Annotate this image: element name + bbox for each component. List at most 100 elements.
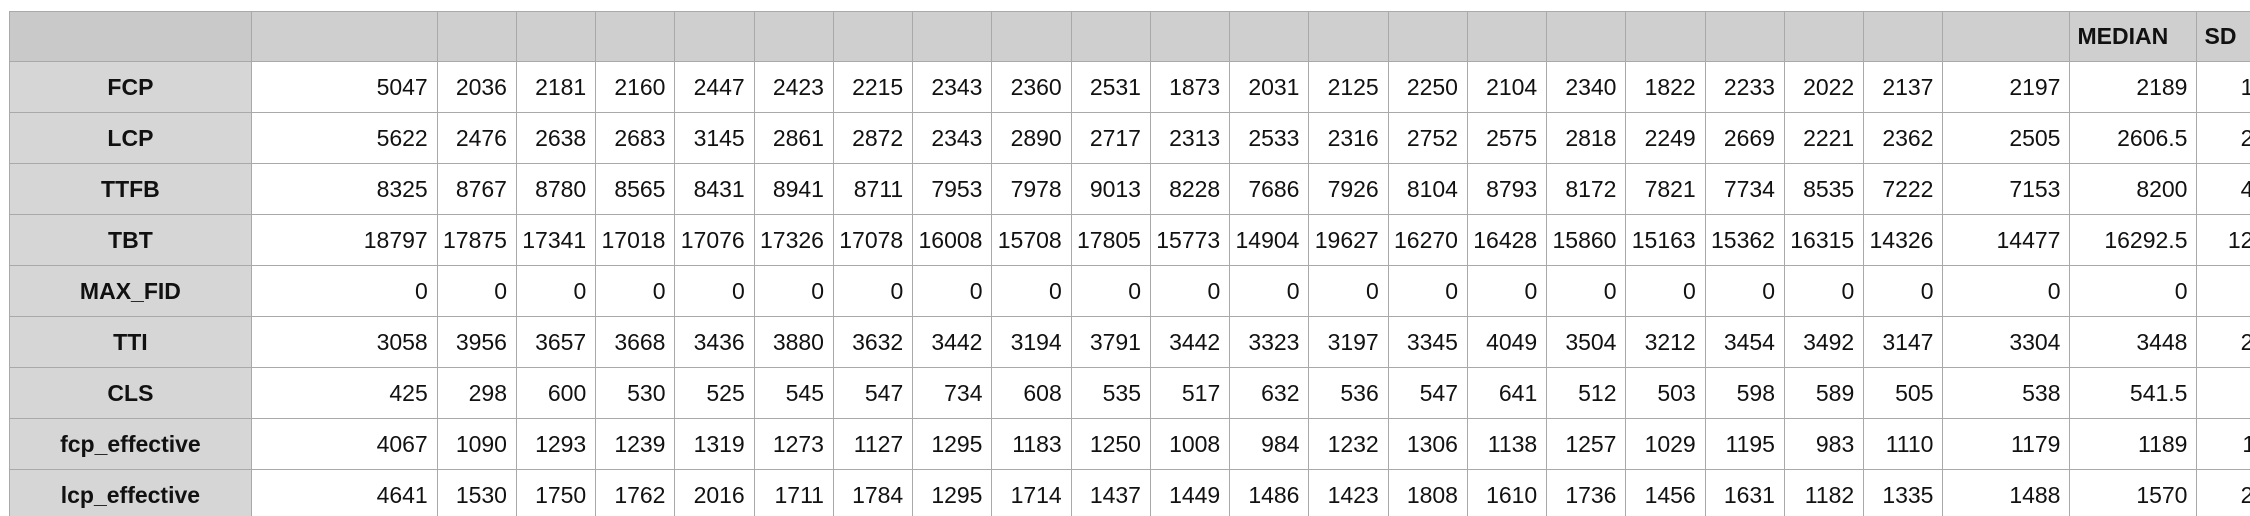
table-cell[interactable]: 8200	[2069, 163, 2198, 215]
table-cell[interactable]: 7686	[1229, 163, 1310, 215]
table-cell[interactable]: 16270	[1387, 214, 1468, 266]
table-cell[interactable]: 1257	[1546, 418, 1627, 470]
corner-cell[interactable]	[9, 11, 252, 62]
table-cell[interactable]: 3492	[1783, 316, 1865, 368]
table-cell[interactable]: 1179	[1942, 418, 2071, 470]
table-cell[interactable]: 265	[2196, 316, 2250, 368]
table-cell[interactable]: 0	[595, 265, 676, 317]
table-cell[interactable]: 1822	[1625, 61, 1706, 113]
table-cell[interactable]: 1090	[436, 418, 517, 470]
header-cell[interactable]	[1625, 11, 1706, 62]
header-cell[interactable]	[1229, 11, 1310, 62]
table-cell[interactable]: 1295	[912, 418, 993, 470]
table-cell[interactable]: 632	[1229, 367, 1310, 419]
header-cell[interactable]	[595, 11, 676, 62]
table-cell[interactable]: 3212	[1625, 316, 1706, 368]
table-cell[interactable]: 2137	[1863, 61, 1944, 113]
table-cell[interactable]: 8228	[1149, 163, 1231, 215]
table-cell[interactable]: 0	[1466, 265, 1548, 317]
table-cell[interactable]: 2316	[1308, 112, 1389, 164]
header-cell[interactable]	[991, 11, 1072, 62]
table-cell[interactable]: 17805	[1070, 214, 1151, 266]
header-cell[interactable]	[1387, 11, 1468, 62]
table-cell[interactable]: 3791	[1070, 316, 1151, 368]
table-cell[interactable]: 0	[2196, 265, 2250, 317]
table-cell[interactable]: 2531	[1070, 61, 1151, 113]
table-cell[interactable]: 503	[1625, 367, 1706, 419]
table-cell[interactable]: 210	[2196, 469, 2250, 516]
table-cell[interactable]: 2343	[912, 112, 993, 164]
table-cell[interactable]: 16315	[1783, 214, 1865, 266]
table-cell[interactable]: 0	[674, 265, 755, 317]
table-cell[interactable]: 15163	[1625, 214, 1706, 266]
table-cell[interactable]: 1138	[1466, 418, 1548, 470]
table-cell[interactable]: 8431	[674, 163, 755, 215]
table-cell[interactable]: 2575	[1466, 112, 1548, 164]
table-cell[interactable]: 14326	[1863, 214, 1944, 266]
table-cell[interactable]: 298	[436, 367, 517, 419]
table-cell[interactable]: 2872	[832, 112, 914, 164]
table-cell[interactable]: 2215	[832, 61, 914, 113]
table-cell[interactable]: 3345	[1387, 316, 1468, 368]
table-cell[interactable]: 3197	[1308, 316, 1389, 368]
table-cell[interactable]: 2362	[1863, 112, 1944, 164]
table-cell[interactable]: 17875	[436, 214, 517, 266]
header-cell-sd[interactable]: SD	[2196, 11, 2250, 62]
table-cell[interactable]: 7734	[1704, 163, 1785, 215]
table-cell[interactable]: 2313	[1149, 112, 1231, 164]
table-cell[interactable]: 2683	[595, 112, 676, 164]
table-cell[interactable]: 1750	[515, 469, 597, 516]
table-cell[interactable]: 1246	[2196, 214, 2250, 266]
header-cell[interactable]	[1783, 11, 1865, 62]
table-cell[interactable]: 5047	[250, 61, 438, 113]
table-cell[interactable]: 496	[2196, 163, 2250, 215]
table-cell[interactable]: 0	[1308, 265, 1389, 317]
table-cell[interactable]: 2031	[1229, 61, 1310, 113]
table-cell[interactable]: 2036	[436, 61, 517, 113]
table-cell[interactable]: 258	[2196, 112, 2250, 164]
table-cell[interactable]: 641	[1466, 367, 1548, 419]
table-cell[interactable]: 525	[674, 367, 755, 419]
table-cell[interactable]: 1530	[436, 469, 517, 516]
table-cell[interactable]: 3194	[991, 316, 1072, 368]
table-cell[interactable]: 3668	[595, 316, 676, 368]
table-cell[interactable]: 0	[2069, 265, 2198, 317]
table-cell[interactable]: 14477	[1942, 214, 2071, 266]
table-cell[interactable]: 2717	[1070, 112, 1151, 164]
table-cell[interactable]: 1293	[515, 418, 597, 470]
table-cell[interactable]: 2423	[753, 61, 834, 113]
table-cell[interactable]: 8941	[753, 163, 834, 215]
table-cell[interactable]: 18797	[250, 214, 438, 266]
table-cell[interactable]: 8711	[832, 163, 914, 215]
table-cell[interactable]: 0	[250, 265, 438, 317]
table-cell[interactable]: 598	[1704, 367, 1785, 419]
table-cell[interactable]: 2752	[1387, 112, 1468, 164]
table-cell[interactable]: 1423	[1308, 469, 1389, 516]
table-cell[interactable]: 3145	[674, 112, 755, 164]
table-cell[interactable]: 2181	[515, 61, 597, 113]
table-cell[interactable]: 3323	[1229, 316, 1310, 368]
table-cell[interactable]: 1808	[1387, 469, 1468, 516]
table-cell[interactable]: 734	[912, 367, 993, 419]
table-cell[interactable]: 2189	[2069, 61, 2198, 113]
table-cell[interactable]: 1335	[1863, 469, 1944, 516]
table-cell[interactable]: 2250	[1387, 61, 1468, 113]
row-header-cell[interactable]: TTI	[9, 316, 252, 368]
table-cell[interactable]: 9013	[1070, 163, 1151, 215]
table-cell[interactable]: 85	[2196, 367, 2250, 419]
row-header-cell[interactable]: TBT	[9, 214, 252, 266]
table-cell[interactable]: 3442	[1149, 316, 1231, 368]
table-cell[interactable]: 2104	[1466, 61, 1548, 113]
table-cell[interactable]: 1711	[753, 469, 834, 516]
table-cell[interactable]: 0	[1704, 265, 1785, 317]
table-cell[interactable]: 1239	[595, 418, 676, 470]
table-cell[interactable]: 547	[832, 367, 914, 419]
table-cell[interactable]: 5622	[250, 112, 438, 164]
table-cell[interactable]: 0	[912, 265, 993, 317]
table-cell[interactable]: 2818	[1546, 112, 1627, 164]
table-cell[interactable]: 0	[1942, 265, 2071, 317]
table-cell[interactable]: 0	[1149, 265, 1231, 317]
table-cell[interactable]: 2022	[1783, 61, 1865, 113]
table-cell[interactable]: 4641	[250, 469, 438, 516]
table-cell[interactable]: 17341	[515, 214, 597, 266]
